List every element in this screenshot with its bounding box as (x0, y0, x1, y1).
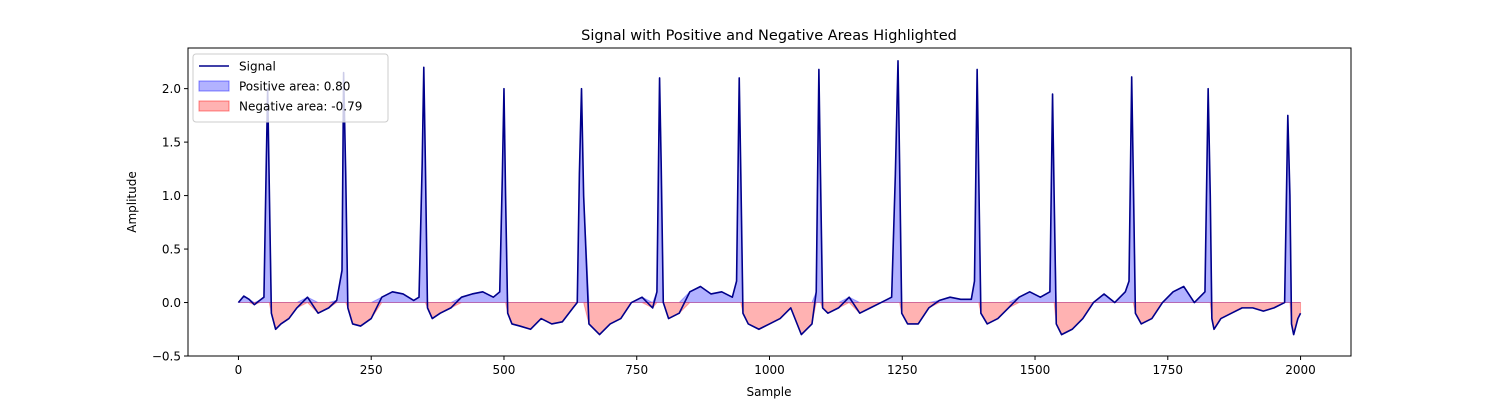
x-tick-label: 250 (360, 363, 383, 377)
y-tick-label: 1.0 (162, 189, 181, 203)
legend-label: Signal (239, 60, 276, 74)
x-tick-label: 500 (493, 363, 516, 377)
y-axis: −0.5 0.0 0.5 1.0 1.5 2.0 (152, 82, 188, 364)
negative-area-fill (238, 301, 1302, 336)
x-axis-label: Sample (747, 385, 792, 399)
y-tick-label: 2.0 (162, 82, 181, 96)
chart-title: Signal with Positive and Negative Areas … (581, 28, 957, 44)
legend-label: Positive area: 0.80 (239, 80, 350, 94)
x-tick-label: 1250 (887, 363, 918, 377)
y-tick-label: 0.0 (162, 296, 181, 310)
x-axis: 0 250 500 750 1000 1250 1500 1750 2000 (235, 356, 1316, 377)
legend-box (192, 53, 389, 123)
legend-label: Negative area: -0.79 (239, 100, 362, 114)
y-axis-label: Amplitude (125, 171, 139, 233)
plot-area (237, 60, 1302, 336)
x-tick-label: 0 (235, 363, 243, 377)
y-tick-label: 1.5 (162, 136, 181, 150)
x-tick-label: 2000 (1285, 363, 1316, 377)
positive-area-fill (237, 60, 1301, 304)
legend-swatch-area (198, 80, 230, 92)
x-tick-label: 1500 (1020, 363, 1051, 377)
x-tick-label: 1750 (1153, 363, 1184, 377)
y-tick-label: −0.5 (152, 350, 181, 364)
y-tick-label: 0.5 (162, 243, 181, 257)
signal-line (237, 60, 1302, 336)
legend-swatch-area (198, 100, 230, 112)
x-tick-label: 750 (625, 363, 648, 377)
legend: Signal Positive area: 0.80 Negative area: … (192, 53, 389, 123)
x-tick-label: 1000 (754, 363, 785, 377)
